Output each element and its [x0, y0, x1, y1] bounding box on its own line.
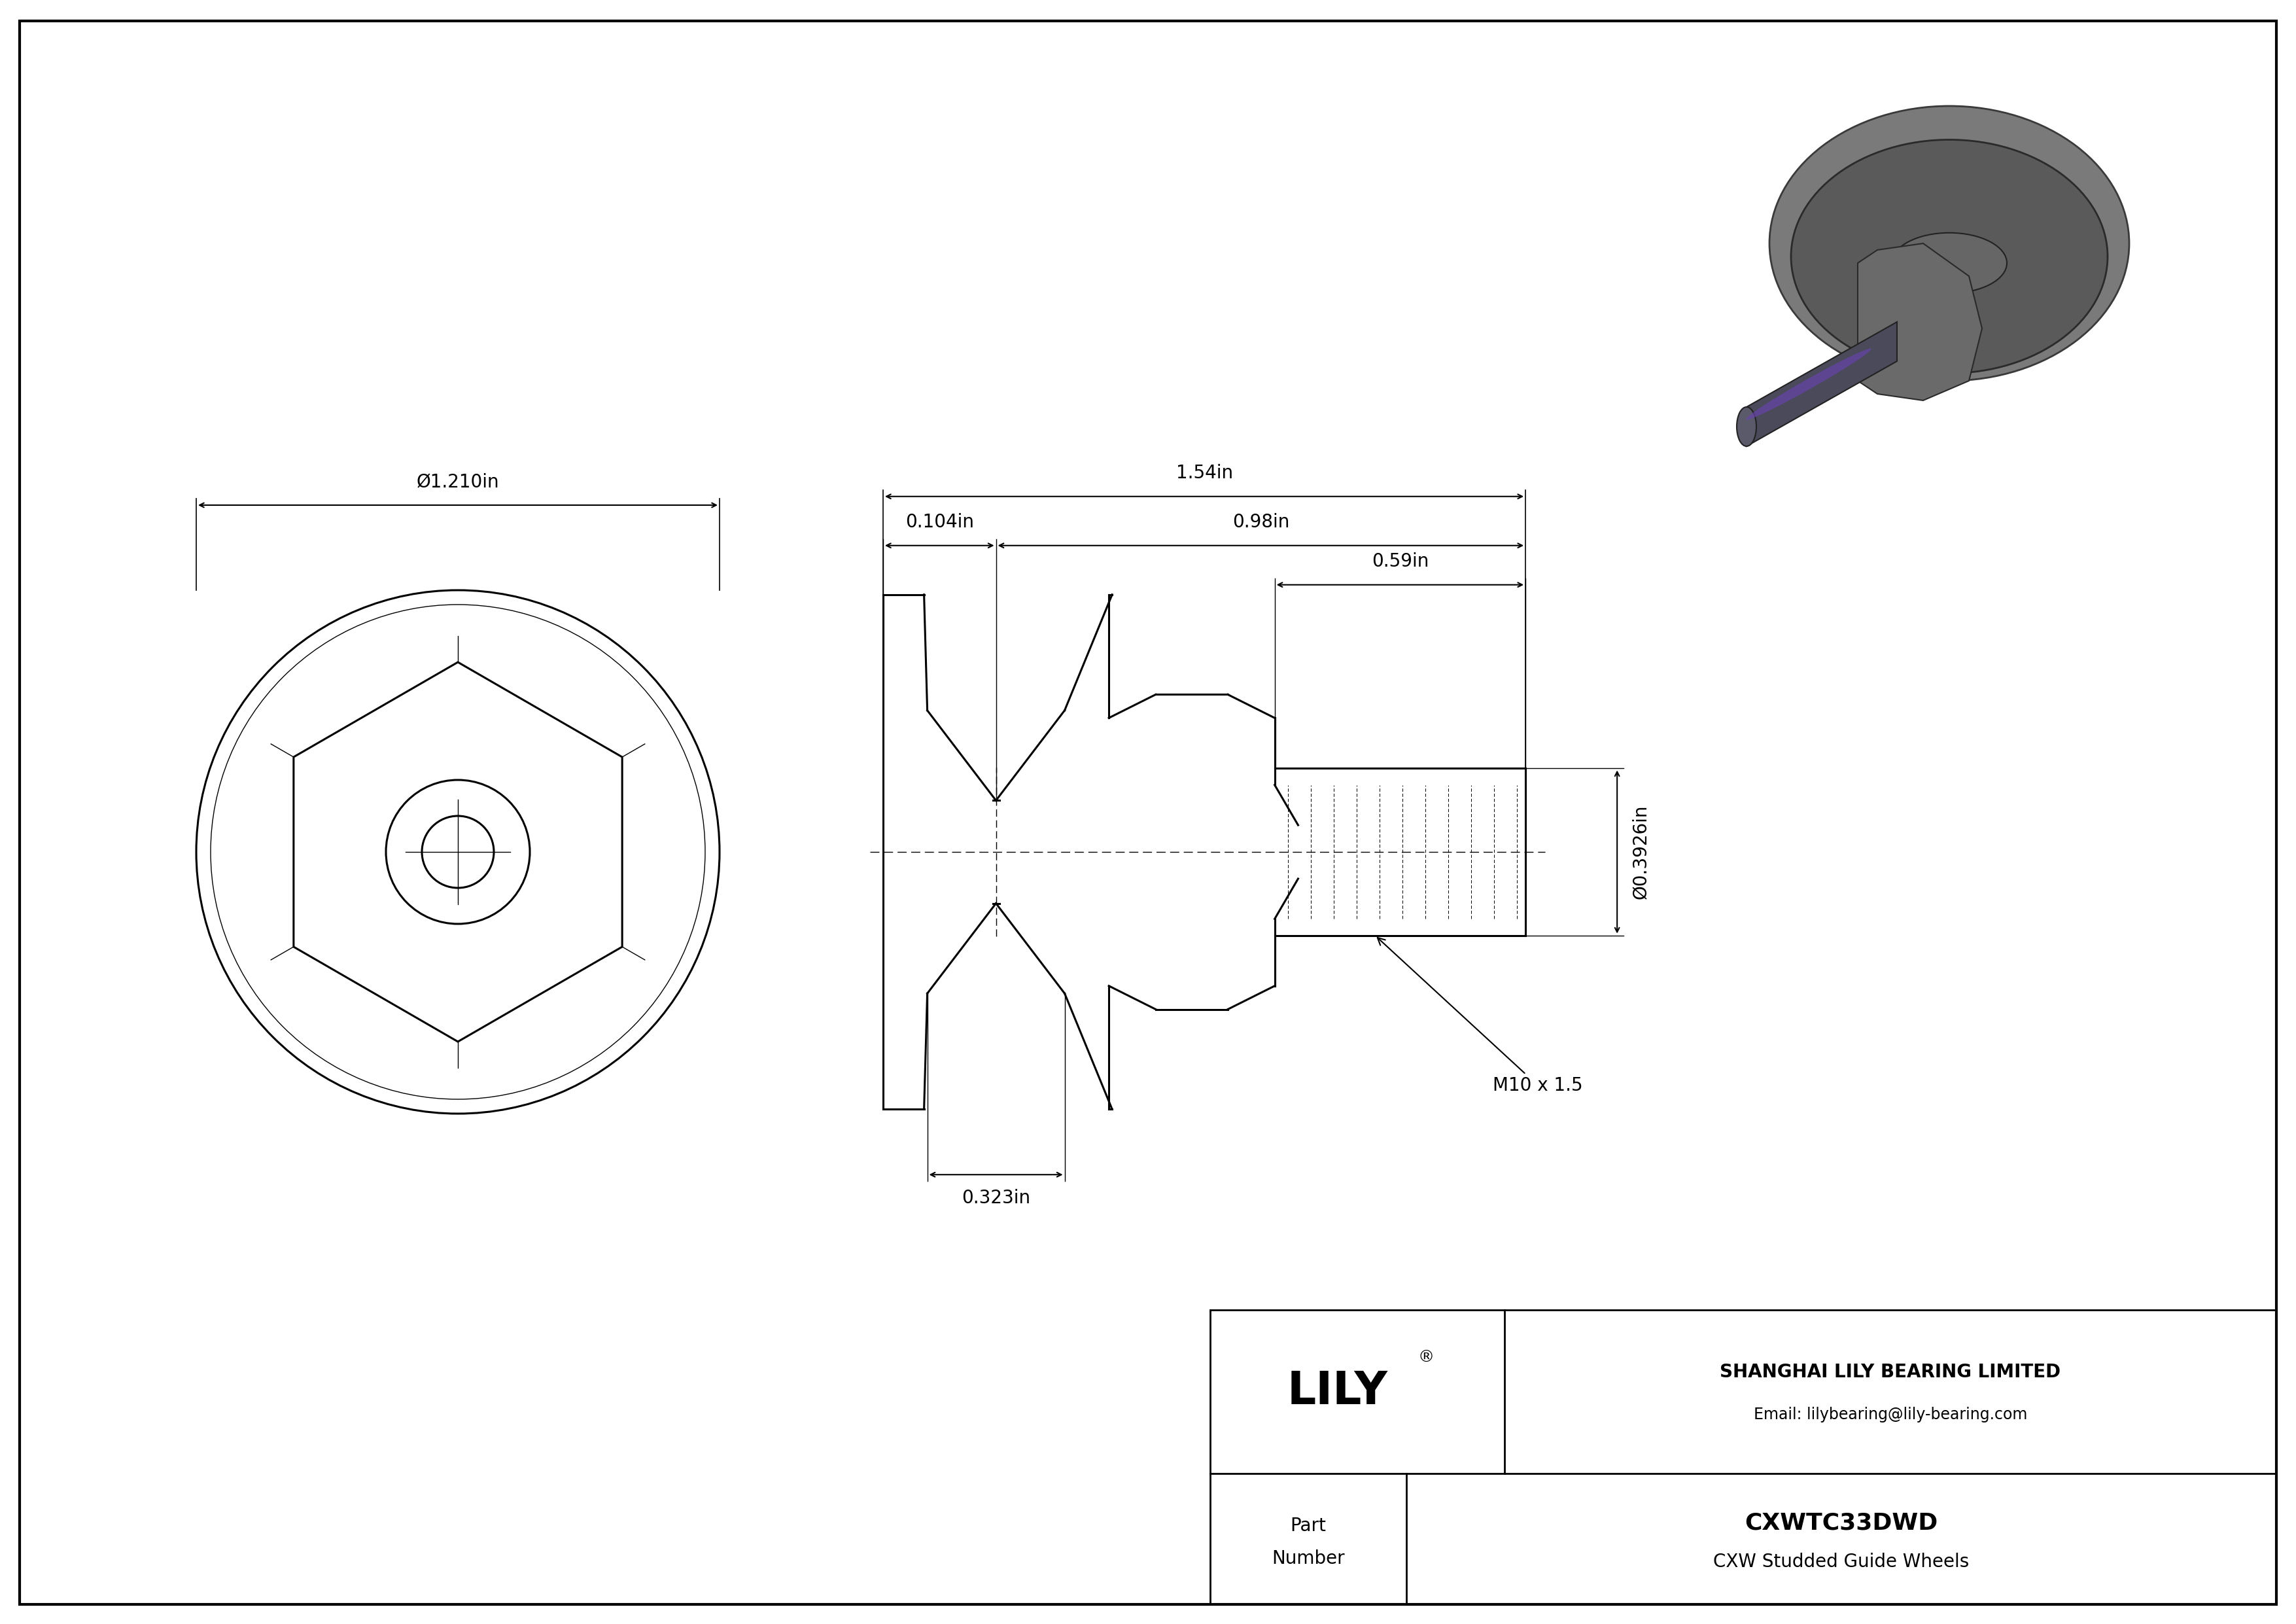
Text: 1.54in: 1.54in [1176, 464, 1233, 482]
Polygon shape [1857, 244, 1981, 401]
Text: Number: Number [1272, 1549, 1345, 1567]
Text: 0.98in: 0.98in [1233, 513, 1290, 531]
Text: Ø1.210in: Ø1.210in [416, 473, 498, 490]
Bar [1210, 1311, 2275, 1605]
Text: ®: ® [1419, 1350, 1435, 1366]
Text: Part: Part [1290, 1517, 1327, 1535]
Ellipse shape [1745, 349, 1871, 419]
Ellipse shape [1791, 140, 2108, 374]
Text: CXWTC33DWD: CXWTC33DWD [1745, 1512, 1938, 1533]
Ellipse shape [1770, 106, 2128, 380]
Text: 0.104in: 0.104in [905, 513, 974, 531]
Text: CXW Studded Guide Wheels: CXW Studded Guide Wheels [1713, 1553, 1970, 1570]
Text: LILY: LILY [1288, 1369, 1389, 1413]
Text: 0.59in: 0.59in [1371, 552, 1428, 570]
Text: Email: lilybearing@lily-bearing.com: Email: lilybearing@lily-bearing.com [1754, 1406, 2027, 1423]
Text: SHANGHAI LILY BEARING LIMITED: SHANGHAI LILY BEARING LIMITED [1720, 1363, 2062, 1382]
Text: M10 x 1.5: M10 x 1.5 [1378, 937, 1582, 1095]
Polygon shape [1747, 322, 1896, 447]
Text: 0.323in: 0.323in [962, 1189, 1031, 1207]
Ellipse shape [1736, 408, 1756, 447]
Ellipse shape [1892, 232, 2007, 294]
Text: Ø0.3926in: Ø0.3926in [1632, 804, 1651, 900]
